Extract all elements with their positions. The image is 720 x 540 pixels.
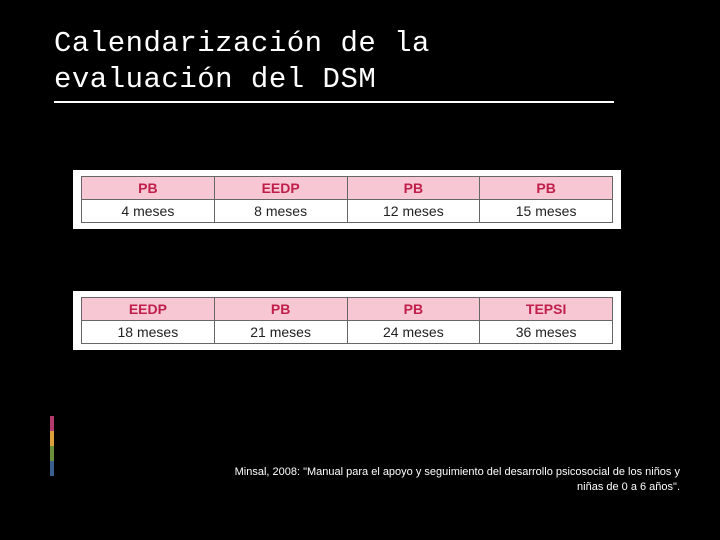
table-cell: 36 meses (480, 321, 613, 344)
citation-line2: niñas de 0 a 6 años". (150, 480, 680, 495)
table-cell: 21 meses (214, 321, 347, 344)
table-row: EEDP PB PB TEPSI (82, 298, 613, 321)
table-cell: 4 meses (82, 200, 215, 223)
table-header-cell: PB (347, 298, 480, 321)
table-cell: 24 meses (347, 321, 480, 344)
table-header-cell: EEDP (214, 177, 347, 200)
accent-stripe (50, 431, 54, 446)
accent-stripe (50, 416, 54, 431)
title-line2: evaluación del DSM (54, 62, 614, 98)
table-header-cell: EEDP (82, 298, 215, 321)
title-line1: Calendarización de la (54, 26, 614, 62)
title-region: Calendarización de la evaluación del DSM (54, 26, 634, 103)
table-header-cell: PB (480, 177, 613, 200)
schedule-table-2: EEDP PB PB TEPSI 18 meses 21 meses 24 me… (81, 297, 613, 344)
accent-stripe (50, 446, 54, 461)
table-row: 18 meses 21 meses 24 meses 36 meses (82, 321, 613, 344)
schedule-table-1: PB EEDP PB PB 4 meses 8 meses 12 meses 1… (81, 176, 613, 223)
table-cell: 15 meses (480, 200, 613, 223)
citation-line1: Minsal, 2008: "Manual para el apoyo y se… (150, 465, 680, 480)
accent-bar (50, 416, 54, 476)
table-header-cell: TEPSI (480, 298, 613, 321)
table-row: PB EEDP PB PB (82, 177, 613, 200)
table-1-wrap: PB EEDP PB PB 4 meses 8 meses 12 meses 1… (73, 170, 621, 229)
table-cell: 12 meses (347, 200, 480, 223)
table-header-cell: PB (214, 298, 347, 321)
title-underline: Calendarización de la evaluación del DSM (54, 26, 614, 103)
table-header-cell: PB (347, 177, 480, 200)
table-row: 4 meses 8 meses 12 meses 15 meses (82, 200, 613, 223)
table-header-cell: PB (82, 177, 215, 200)
table-cell: 18 meses (82, 321, 215, 344)
table-2-wrap: EEDP PB PB TEPSI 18 meses 21 meses 24 me… (73, 291, 621, 350)
accent-stripe (50, 461, 54, 476)
citation-text: Minsal, 2008: "Manual para el apoyo y se… (150, 465, 680, 495)
table-cell: 8 meses (214, 200, 347, 223)
